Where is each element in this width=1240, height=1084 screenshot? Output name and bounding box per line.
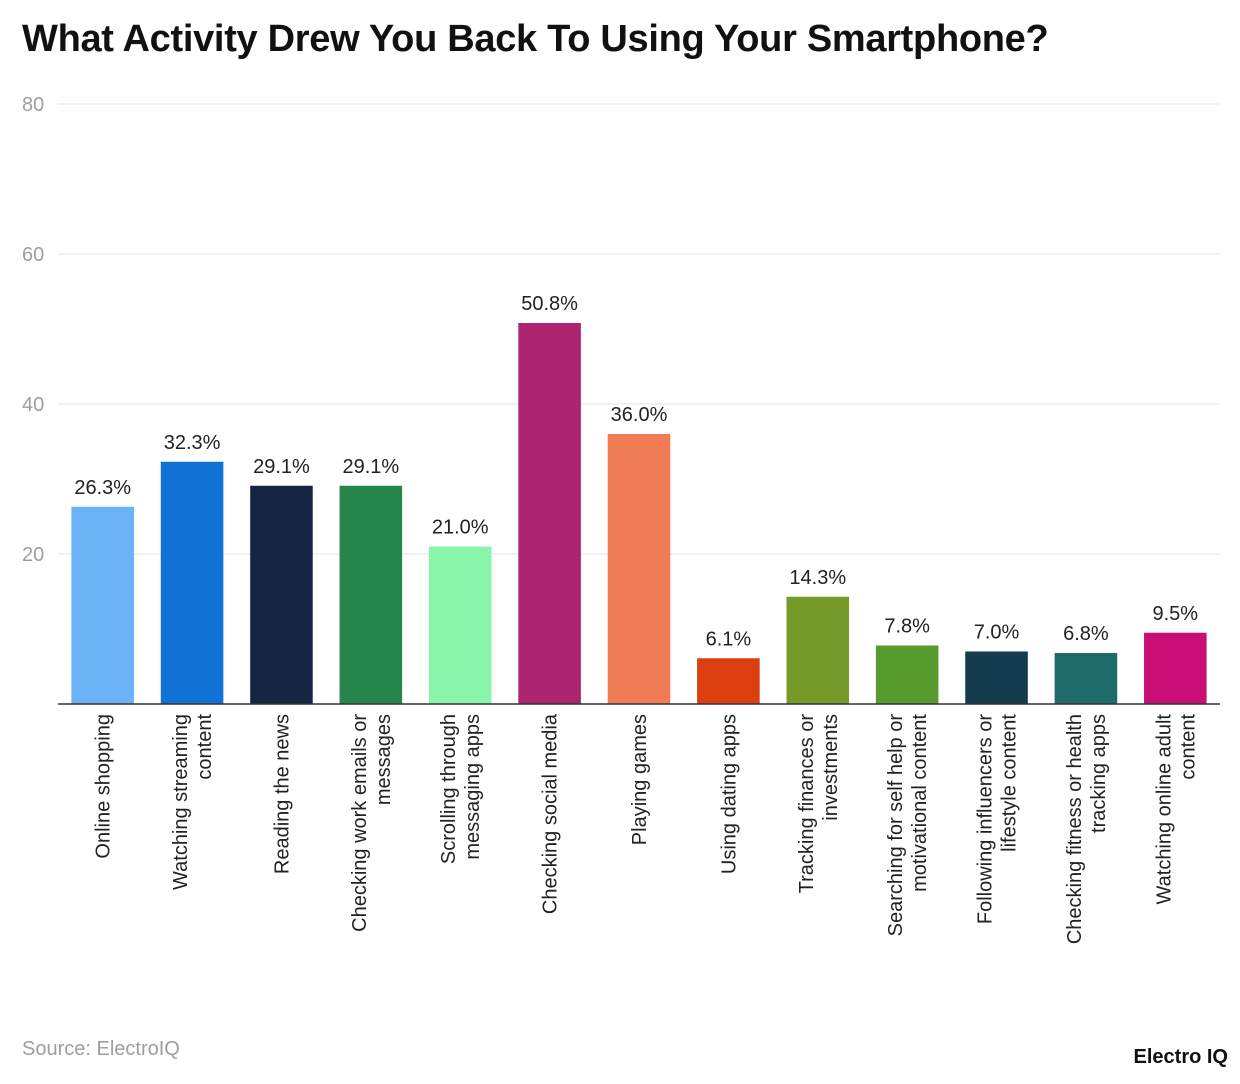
- category-label-0-line-0: Online shopping: [93, 714, 115, 859]
- value-label-10: 7.0%: [974, 622, 1020, 644]
- source-note: Source: ElectroIQ: [22, 1038, 180, 1060]
- y-tick-label-0: 20: [22, 544, 44, 566]
- category-label-10: Following influencers or lifestyle conten…: [975, 714, 1021, 925]
- category-label-4: Scrolling through messaging apps: [438, 714, 484, 864]
- category-label-3-line-0: Checking work emails or: [349, 714, 371, 932]
- category-label-5-line-0: Checking social media: [540, 713, 562, 914]
- category-label-1-line-1: content: [194, 714, 216, 780]
- category-label-11-line-0: Checking fitness or health: [1064, 714, 1086, 944]
- bar-3: [339, 485, 403, 704]
- value-label-7: 6.1%: [706, 628, 752, 650]
- category-label-10-line-0: Following influencers or: [975, 714, 997, 924]
- bar-9: [875, 645, 939, 704]
- category-label-0: Online shopping: [93, 714, 115, 859]
- bar-6: [607, 434, 671, 704]
- category-label-10-line-1: lifestyle content: [999, 714, 1021, 852]
- category-label-2: Reading the news: [271, 714, 293, 874]
- category-label-3: Checking work emails or messages: [349, 714, 395, 932]
- bar-4: [428, 546, 492, 704]
- category-labels: Online shopping Watching streaming content…: [93, 713, 1200, 944]
- category-label-6: Playing games: [629, 714, 651, 845]
- category-label-11-line-1: tracking apps: [1088, 714, 1110, 833]
- bar-2: [250, 485, 313, 704]
- value-label-11: 6.8%: [1063, 623, 1109, 645]
- bar-11: [1054, 653, 1118, 704]
- category-label-1: Watching streaming content: [170, 714, 216, 890]
- category-label-9-line-0: Searching for self help or: [885, 714, 907, 937]
- category-label-4-line-1: messaging apps: [462, 714, 484, 860]
- value-label-8: 14.3%: [789, 567, 846, 589]
- value-label-1: 32.3%: [164, 432, 221, 454]
- category-label-8-line-0: Tracking finances or: [796, 714, 818, 894]
- category-label-9: Searching for self help or motivational c…: [885, 714, 931, 937]
- category-label-11: Checking fitness or health tracking apps: [1064, 714, 1110, 944]
- y-axis-tick-labels: 20 40 60 80: [22, 94, 44, 566]
- category-label-7: Using dating apps: [718, 714, 740, 874]
- value-label-6: 36.0%: [611, 404, 668, 426]
- bar-10: [965, 651, 1028, 704]
- value-label-0: 26.3%: [74, 477, 131, 499]
- value-label-3: 29.1%: [342, 456, 399, 478]
- value-label-2: 29.1%: [253, 456, 310, 478]
- value-label-9: 7.8%: [884, 616, 930, 638]
- y-tick-label-2: 60: [22, 244, 44, 266]
- chart-title: What Activity Drew You Back To Using You…: [22, 18, 1049, 60]
- bar-5: [518, 323, 581, 704]
- category-label-1-line-0: Watching streaming: [170, 714, 192, 890]
- category-label-3-line-1: messages: [373, 714, 395, 805]
- bar-7: [697, 658, 760, 704]
- value-label-4: 21.0%: [432, 517, 489, 539]
- brand-logo: Electro IQ: [1133, 1046, 1228, 1068]
- y-tick-label-3: 80: [22, 94, 44, 116]
- category-label-12: Watching online adult content: [1153, 714, 1199, 905]
- category-label-12-line-1: content: [1177, 714, 1199, 780]
- y-tick-label-1: 40: [22, 394, 44, 416]
- category-label-5: Checking social media: [540, 713, 562, 914]
- value-label-12: 9.5%: [1153, 603, 1199, 625]
- bar-1: [160, 461, 224, 704]
- category-label-2-line-0: Reading the news: [271, 714, 293, 874]
- bars: [71, 323, 1207, 704]
- bar-8: [786, 596, 850, 704]
- bar-12: [1144, 632, 1207, 704]
- bar-0: [71, 506, 134, 704]
- category-label-7-line-0: Using dating apps: [718, 714, 740, 874]
- category-label-8-line-1: investments: [820, 714, 842, 821]
- category-label-8: Tracking finances or investments: [796, 714, 842, 894]
- category-label-6-line-0: Playing games: [629, 714, 651, 845]
- category-label-4-line-0: Scrolling through: [438, 714, 460, 864]
- category-label-9-line-1: motivational content: [909, 714, 931, 892]
- value-label-5: 50.8%: [521, 293, 578, 315]
- value-labels: 26.3% 32.3% 29.1% 29.1% 21.0% 50.8% 36.0% 6.1% 1…: [74, 293, 1198, 650]
- category-label-12-line-0: Watching online adult: [1153, 714, 1175, 905]
